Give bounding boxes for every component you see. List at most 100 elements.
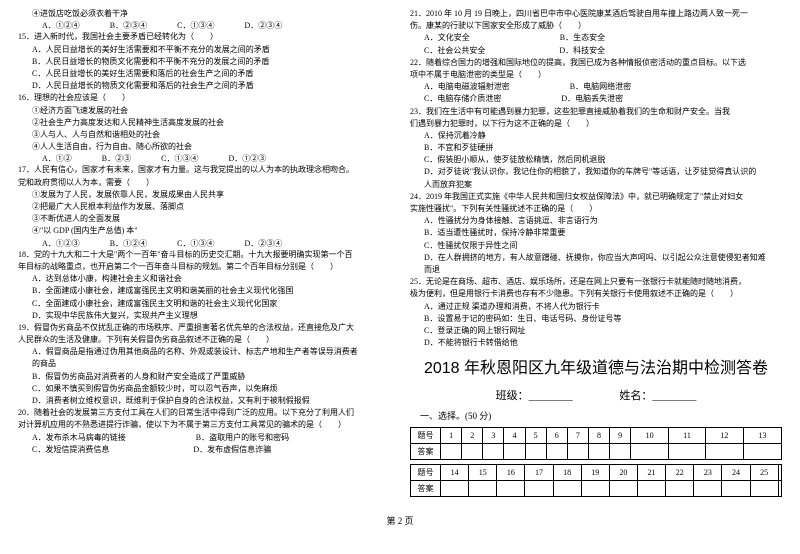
opt: A．发布杀木马病毒的链接 <box>32 432 126 443</box>
left-column: ④进饭店吃饭必须衣着干净 A．①②④ B．②③④ C．①③④ D．②③④ 15．… <box>18 8 390 501</box>
opt: D．①②③ <box>228 153 266 164</box>
cell: 7 <box>567 427 588 443</box>
q16-options: A．①② B．②③ C．①③④ D．①②③ <box>18 153 390 164</box>
q24b: 实施性骚扰"。下列有关性骚扰述不正确的是（ ） <box>410 203 782 214</box>
name-label: 姓名： <box>619 390 652 402</box>
opt: C．发短信提消费信息 <box>32 444 109 455</box>
opt: D．②③④ <box>244 20 282 31</box>
text: ①经济方面飞速发展的社会 <box>18 105 390 116</box>
opt: D．②③④ <box>244 238 282 249</box>
page-number: 第 2 页 <box>0 515 800 528</box>
opt: C．人民日益增长的美好生活需要和落后的社会生产之间的矛盾 <box>18 68 390 79</box>
cell: 11 <box>669 427 706 443</box>
answer-table-2: 题号 14 15 16 17 18 19 20 21 22 23 24 25 答… <box>410 464 782 497</box>
opt: A．①② <box>42 153 72 164</box>
opt: A．保持沉着冷静 <box>410 130 782 141</box>
cell: 16 <box>497 464 525 480</box>
opt: C．①③④ <box>161 153 198 164</box>
q19: 19．假冒伪劣商品不仅扰乱正确的市场秩序、严重损害著名优先单的合法权益，还直接危… <box>18 322 390 333</box>
cell: 18 <box>553 464 581 480</box>
answer-table-1: 题号 1 2 3 4 5 6 7 8 9 10 11 12 13 答案 <box>410 427 782 460</box>
q21-row2: C．社会公共安全 D．科技安全 <box>410 45 782 56</box>
q22b: 项中不属于电脑泄密的类型是（ ） <box>410 69 782 80</box>
cell: 14 <box>441 464 469 480</box>
opt: B．电脑网络泄密 <box>570 81 631 92</box>
cell: 10 <box>631 427 669 443</box>
opt: B．假冒伪劣商品对消费者的人身和财产安全造成了严重威胁 <box>18 371 390 382</box>
q24: 24．2019 年我国正式实施《中华人民共和国归女权益保障法》中，就已明确规定了… <box>410 191 782 202</box>
opt: D．电脑丢失泄密 <box>561 93 623 104</box>
text: ①发展为了人民，发展依靠人民，发展成果由人民共享 <box>18 189 390 200</box>
opt: D．人民日益增长的物质文化需要和落后的社会生产之间的矛盾 <box>18 80 390 91</box>
q22-row2: C．电脑存储介质泄密 D．电脑丢失泄密 <box>410 93 782 104</box>
q17: 17．人民有信心，国家才有未来，国家才有力量。这与我党提出的以人为本的执政理念相… <box>18 164 390 175</box>
opt: B．生态安全 <box>560 32 605 43</box>
q20b: 对计算机应用的不熟悉进提行诈骗，使以下为不属于第三方支付工具常见的骗术的是（ ） <box>18 419 390 430</box>
q25b: 极为便利，但是用银行卡消费也存有不少隐患。下列有关银行卡使用叙述不正确的是（ ） <box>410 288 782 299</box>
cell: 22 <box>666 464 694 480</box>
cell: 8 <box>588 427 609 443</box>
opt: A．假冒商品是指通过伪用其他商品的名称、外观或装设计、标志产地和生产者等误导消费… <box>18 346 390 357</box>
opt: B．人民日益增长的物质文化需要和不平衡不充分的发展之间的矛盾 <box>18 56 390 67</box>
cell: 题号 <box>411 427 441 443</box>
q15: 15．进入新时代，我国社会主要矛盾已经转化为（ ） <box>18 31 390 42</box>
right-column: 21．2010 年 10 月 19 日晚上，四川省巴中市中心医院康某酒后驾驶自用… <box>410 8 782 501</box>
cell <box>778 464 781 480</box>
q17b: 党和政府贯彻以人为本，需要（ ） <box>18 177 390 188</box>
opt: D．实现中华民族伟大复兴，实现共产主义理想 <box>18 310 390 321</box>
text: ②社会生产力高度发达和人民精神生活高度发展的社会 <box>18 117 390 128</box>
cell: 9 <box>610 427 631 443</box>
q23: 23．我们在生活中有可能遇到暴力犯罪，这些犯罪直接威胁着我们的生命和财产安全。当… <box>410 106 782 117</box>
cell: 20 <box>609 464 637 480</box>
cell: 5 <box>525 427 546 443</box>
opt: B．不宜和歹徒硬拼 <box>410 142 782 153</box>
answer-sheet-title: 2018 年秋恩阳区九年级道德与法治期中检测答卷 <box>410 358 782 380</box>
cell: 6 <box>546 427 567 443</box>
q19b: 人民群众的生活及健康。下列有关假冒伪劣商品叙述不正确的是（ ） <box>18 334 390 345</box>
cell: 13 <box>743 427 781 443</box>
opt: D．对歹徒说"我认识你，我记住你的相貌了，我知道你的车牌号"等话语，让歹徒觉得真… <box>410 166 782 177</box>
opt: C．社会公共安全 <box>424 45 485 56</box>
opt: C．登录正确的网上银行网址 <box>410 325 782 336</box>
student-info: 班级：________ 姓名：________ <box>410 389 782 404</box>
opt: C．性骚扰仅限于异性之间 <box>410 240 782 251</box>
opt: B．适当遭性骚扰时，保持冷静非常重要 <box>410 227 782 238</box>
opt: D．发布虚假信息诈骗 <box>193 444 271 455</box>
cell: 4 <box>504 427 525 443</box>
q17-options: A．①②③ B．①②④ C．①③④ D．②③④ <box>18 238 390 249</box>
cell: 24 <box>722 464 750 480</box>
opt: A．通过正规 渠道办理和消费，不将人代为银行卡 <box>410 301 782 312</box>
cell: 19 <box>581 464 609 480</box>
cell: 21 <box>637 464 665 480</box>
cell: 2 <box>462 427 483 443</box>
cell: 1 <box>441 427 462 443</box>
opt: D．消费者树立维权意识，既维利于保护自身的合法权益，又有利于被制假报假 <box>18 395 390 406</box>
q25: 25．无论是在商场、超市、酒店、娱乐场所，还是在网上只要有一张银行卡就能随时随地… <box>410 276 782 287</box>
text: ④人人生活自由，行为自由、随心所欲的社会 <box>18 141 390 152</box>
cell: 3 <box>483 427 504 443</box>
opt: A．①②③ <box>42 238 80 249</box>
q20-row2: C．发短信提消费信息 D．发布虚假信息诈骗 <box>18 444 390 455</box>
opt: 的商品 <box>18 358 390 369</box>
q16: 16．理想的社会应该是（ ） <box>18 92 390 103</box>
opt: A．文化安全 <box>424 32 470 43</box>
text: ③不断优进人的全面发展 <box>18 213 390 224</box>
opt: B．设置易于记的密码如：生日、电话号码、身份证号等 <box>410 313 782 324</box>
text: ②把最广大人民根本利益作为发展、落脚点 <box>18 201 390 212</box>
cell: 17 <box>525 464 553 480</box>
opt: C．假装胆小顺从，使歹徒放松精慎，然后同机退脱 <box>410 154 782 165</box>
section-1: 一、选择。(50 分) <box>420 410 782 423</box>
cell: 23 <box>694 464 722 480</box>
q20-row1: A．发布杀木马病毒的链接 B．盗取用户的账号和密码 <box>18 432 390 443</box>
class-label: 班级： <box>496 390 529 402</box>
q14-options: A．①②④ B．②③④ C．①③④ D．②③④ <box>18 20 390 31</box>
opt: A．性骚扰分为身体接触、言语挑逗、非言语行为 <box>410 215 782 226</box>
opt: A．电脑电磁波辐射泄密 <box>424 81 510 92</box>
opt: C．如果不慎买到假冒伪劣商品金额较少时，可以忍气吞声，以免麻烦 <box>18 383 390 394</box>
q21-row1: A．文化安全 B．生态安全 <box>410 32 782 43</box>
q22: 22．随着综合国力的增强和国际地位的提高，我国已成为各种情报侦密活动的重点目标。… <box>410 57 782 68</box>
text: ④"以 GDP (国内生产总值) 本" <box>18 225 390 236</box>
opt: B．全面建成小康社会，建成富强民主文明和谐美丽的社会主义现代化强国 <box>18 285 390 296</box>
q18b: 年目标的战略重点，也开启第二个一百年奋斗目标的规划。第二个百年目标分别是（ ） <box>18 261 390 272</box>
q21b: 伤。康某的行驶以下国家安全形成了威胁（ ） <box>410 20 782 31</box>
